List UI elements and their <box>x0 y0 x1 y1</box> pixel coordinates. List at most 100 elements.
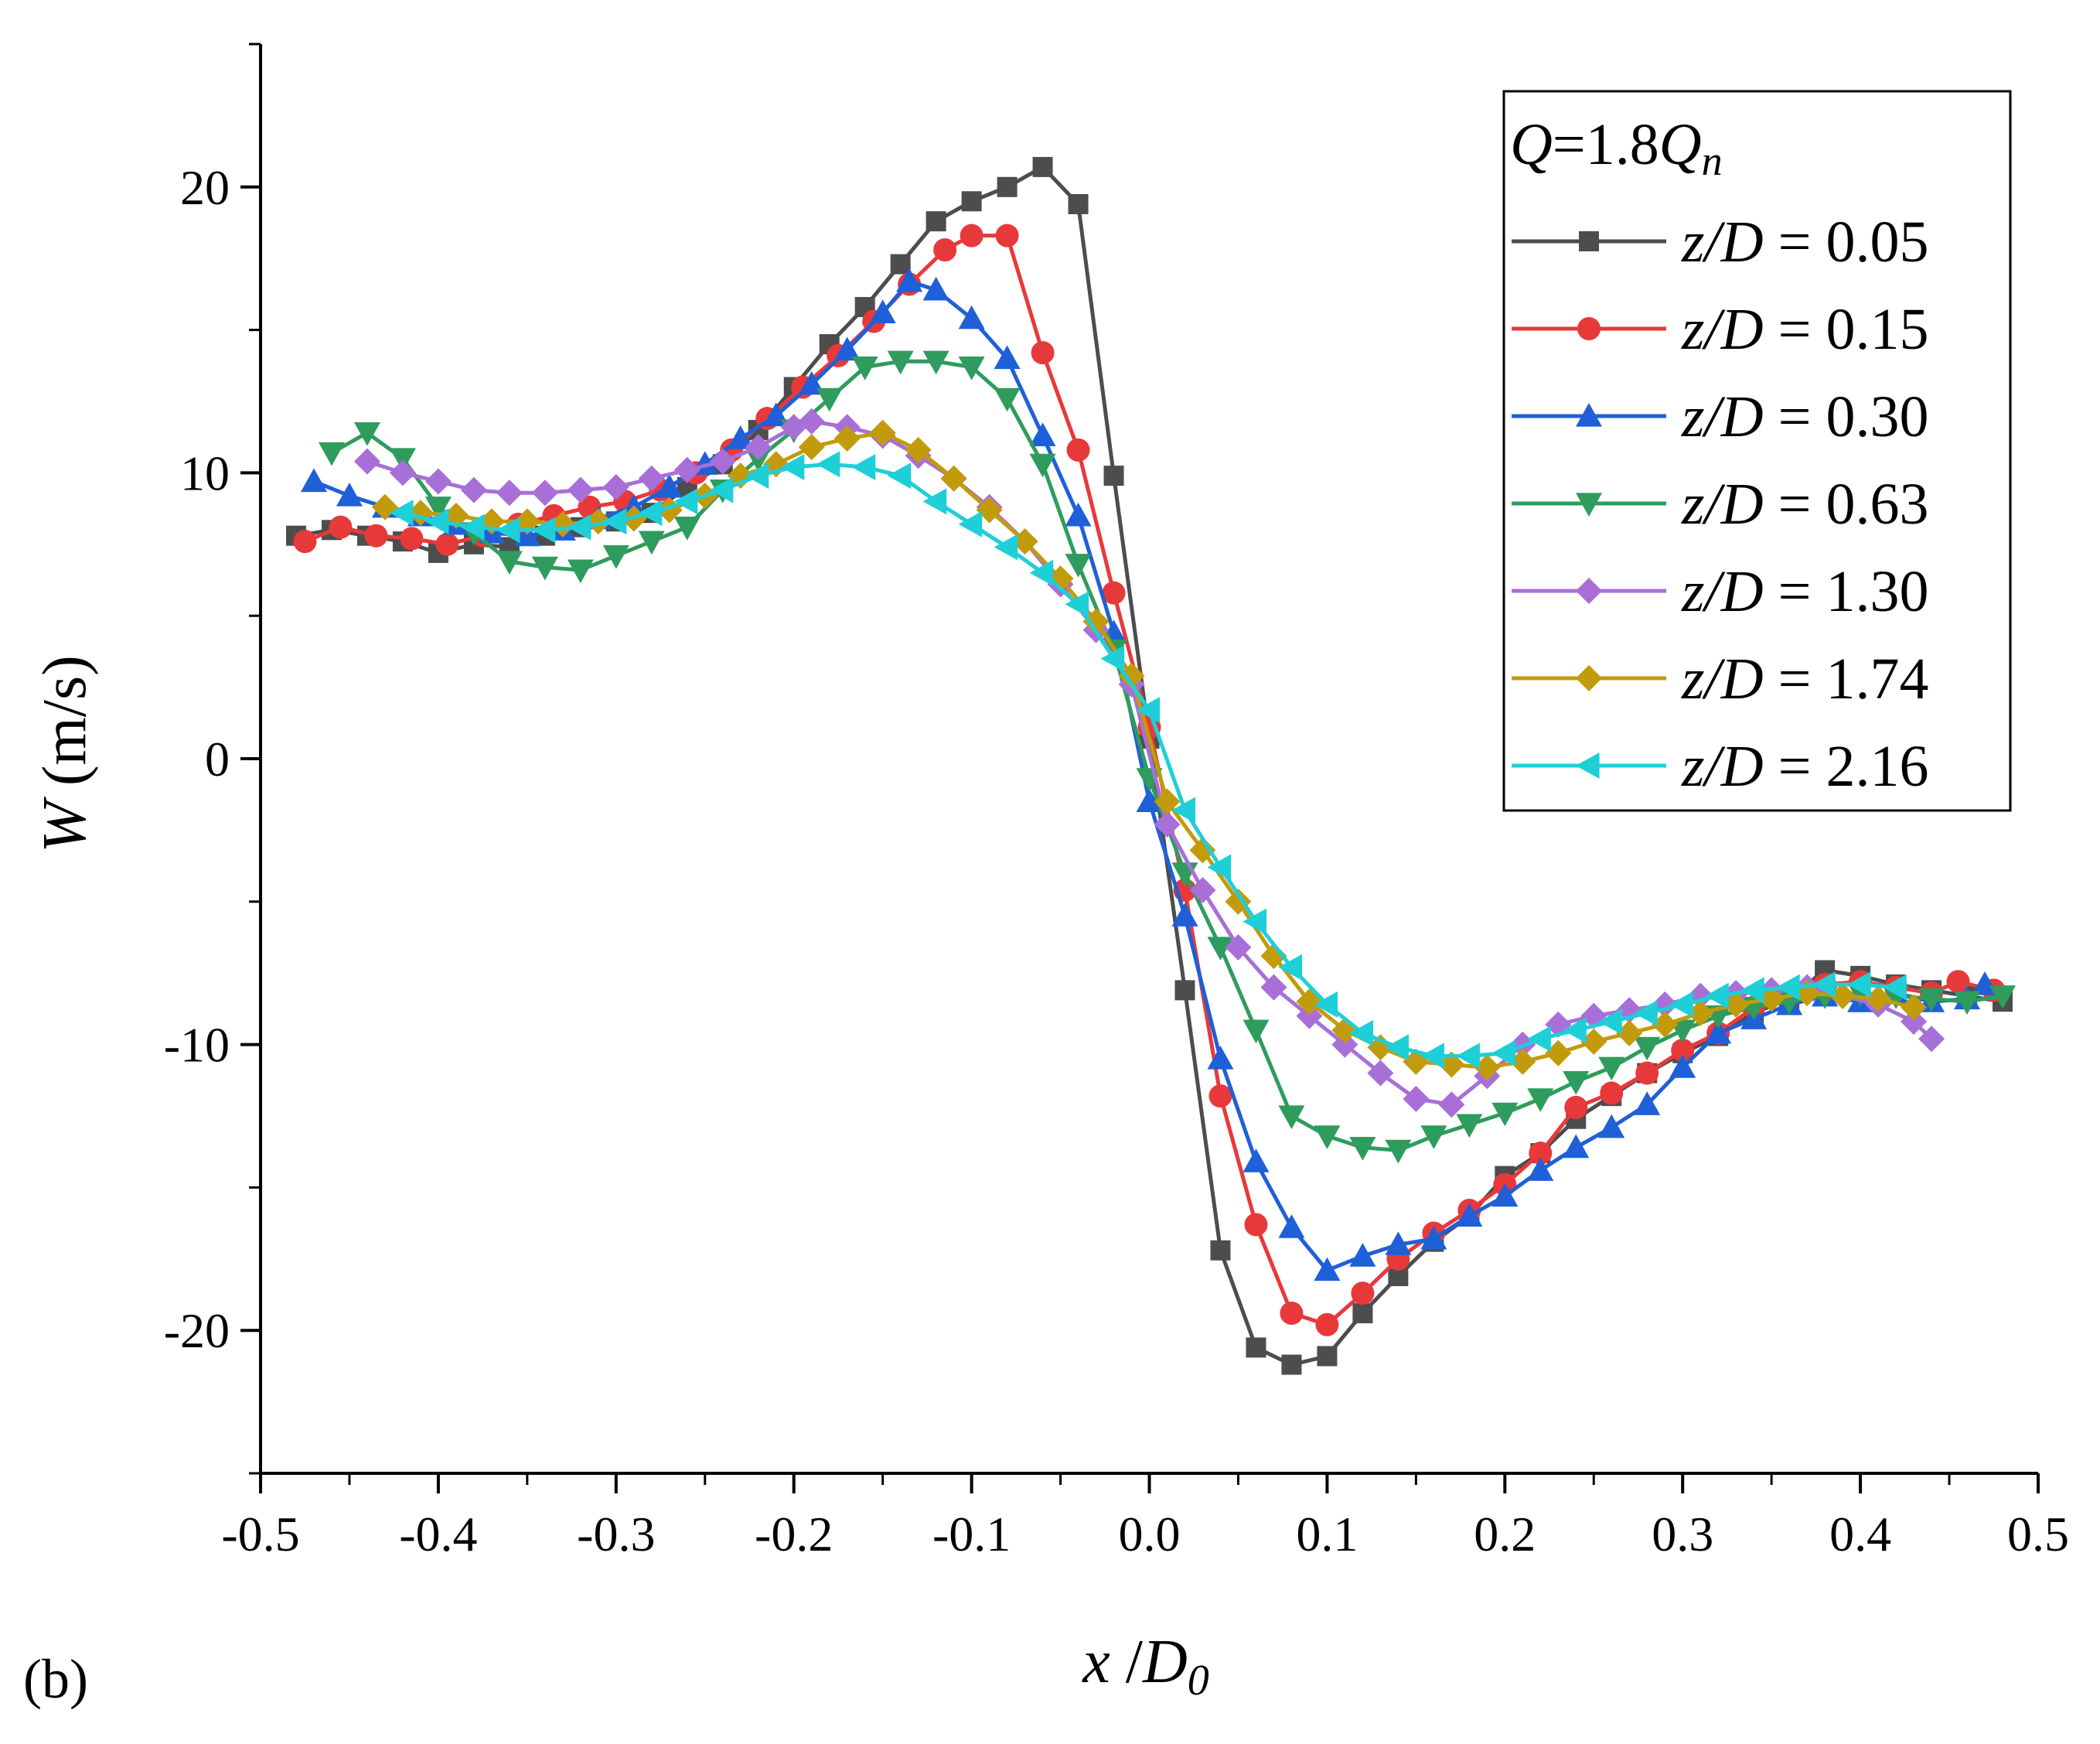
legend-entry-z005: z/D = 0.05 <box>1512 210 1928 275</box>
data-point-z216 <box>958 510 983 538</box>
data-point-z174 <box>1189 837 1216 864</box>
data-point-z030 <box>1972 971 1999 995</box>
data-point-z216 <box>1740 977 1764 1004</box>
data-point-z216 <box>1456 1043 1480 1070</box>
data-point-z030 <box>869 299 896 324</box>
legend-label-z216: z/D = 2.16 <box>1681 734 1928 799</box>
data-point-z015 <box>1635 1061 1659 1085</box>
legend-marker-z030 <box>1576 403 1602 427</box>
legend-label-var: z/D <box>1681 734 1764 799</box>
legend-label-value: = 0.05 <box>1764 210 1929 275</box>
data-point-z030 <box>1385 1231 1412 1255</box>
data-point-z030 <box>1278 1214 1305 1238</box>
data-point-z005 <box>1068 193 1089 214</box>
data-point-z015 <box>1280 1302 1304 1326</box>
x-axis-title-denominator: D <box>1142 1628 1188 1696</box>
data-point-z130 <box>602 473 629 500</box>
data-point-z030 <box>1598 1114 1625 1138</box>
data-point-z216 <box>1100 645 1125 672</box>
data-point-z174 <box>1011 528 1038 555</box>
data-point-z015 <box>400 527 424 551</box>
data-point-z174 <box>834 425 861 452</box>
legend-label-value: = 1.74 <box>1764 647 1929 712</box>
data-point-z216 <box>389 500 414 527</box>
data-point-z063 <box>1029 453 1056 478</box>
data-point-z216 <box>1847 971 1871 998</box>
data-point-z130 <box>1225 933 1252 961</box>
data-point-z216 <box>496 517 520 544</box>
x-tick-label: -0.3 <box>577 1507 655 1561</box>
legend-entry-z174: z/D = 1.74 <box>1512 647 1928 712</box>
legend-entry-z015: z/D = 0.15 <box>1512 297 1928 362</box>
data-point-z174 <box>1901 994 1928 1021</box>
data-point-z216 <box>745 462 769 490</box>
legend-title-q: Q <box>1510 112 1553 177</box>
data-point-z030 <box>958 305 985 329</box>
data-point-z216 <box>1136 697 1161 724</box>
data-point-z063 <box>424 497 452 520</box>
legend-label-value: = 2.16 <box>1764 734 1929 799</box>
data-point-z216 <box>1598 1009 1622 1036</box>
data-point-z063 <box>1491 1102 1519 1127</box>
data-point-z216 <box>1776 974 1800 1001</box>
data-point-z005 <box>1103 466 1124 486</box>
x-axis-title: x /D0 <box>1082 1628 1209 1705</box>
y-tick-label: 20 <box>180 160 230 215</box>
data-point-z030 <box>896 268 923 292</box>
data-point-z216 <box>638 500 663 527</box>
data-point-z030 <box>1456 1203 1483 1227</box>
data-point-z130 <box>1260 974 1287 1001</box>
data-point-z174 <box>1829 982 1856 1009</box>
data-point-z130 <box>798 408 825 435</box>
data-point-z174 <box>1687 999 1714 1026</box>
data-point-z130 <box>389 459 416 486</box>
data-point-z030 <box>1314 1257 1341 1282</box>
data-point-z030 <box>1669 1054 1696 1078</box>
data-point-z015 <box>1564 1095 1588 1119</box>
data-point-z063 <box>1207 937 1234 961</box>
x-tick-label: -0.4 <box>399 1507 477 1561</box>
data-point-z030 <box>1527 1157 1554 1181</box>
data-point-z063 <box>638 531 665 555</box>
data-point-z063 <box>958 357 985 381</box>
data-point-z216 <box>1349 1019 1373 1046</box>
x-tick-label: 0.5 <box>2007 1507 2069 1561</box>
data-point-z063 <box>1314 1125 1341 1149</box>
data-point-z216 <box>1705 982 1729 1009</box>
y-tick-label: -20 <box>164 1303 230 1358</box>
data-point-z216 <box>602 508 627 535</box>
series-z030 <box>300 268 1999 1282</box>
data-point-z005 <box>1246 1337 1266 1358</box>
data-point-z174 <box>1758 985 1785 1012</box>
data-point-z015 <box>1315 1312 1339 1336</box>
data-point-z030 <box>727 425 754 449</box>
data-point-z015 <box>933 238 957 262</box>
legend: Q=1.8Qn z/D = 0.05z/D = 0.15z/D = 0.30z/… <box>1502 90 2012 812</box>
data-point-z216 <box>1278 954 1303 981</box>
data-point-z174 <box>1438 1051 1465 1078</box>
data-point-z216 <box>1634 999 1658 1026</box>
data-point-z216 <box>1029 559 1054 586</box>
data-point-z063 <box>1456 1114 1483 1138</box>
data-point-z063 <box>1385 1139 1412 1164</box>
data-point-z174 <box>1652 1011 1679 1038</box>
x-tick-label: 0.0 <box>1119 1507 1181 1561</box>
data-point-z216 <box>1527 1026 1551 1053</box>
legend-marker-z015 <box>1577 317 1601 340</box>
data-point-z063 <box>922 350 949 375</box>
data-point-z063 <box>318 442 345 466</box>
data-point-z030 <box>300 468 327 493</box>
data-point-z130 <box>1918 1026 1945 1053</box>
data-point-z030 <box>994 345 1021 370</box>
data-point-z216 <box>709 476 734 503</box>
data-point-z130 <box>567 476 594 503</box>
data-point-z063 <box>1989 985 2016 1009</box>
data-point-z030 <box>1243 1148 1270 1172</box>
legend-label-var: z/D <box>1681 647 1764 712</box>
legend-label-var: z/D <box>1681 210 1764 275</box>
data-point-z130 <box>496 480 523 507</box>
legend-label-z130: z/D = 1.30 <box>1681 559 1928 624</box>
data-point-z030 <box>656 473 683 498</box>
data-point-z063 <box>994 387 1021 412</box>
data-point-z005 <box>1032 156 1053 177</box>
